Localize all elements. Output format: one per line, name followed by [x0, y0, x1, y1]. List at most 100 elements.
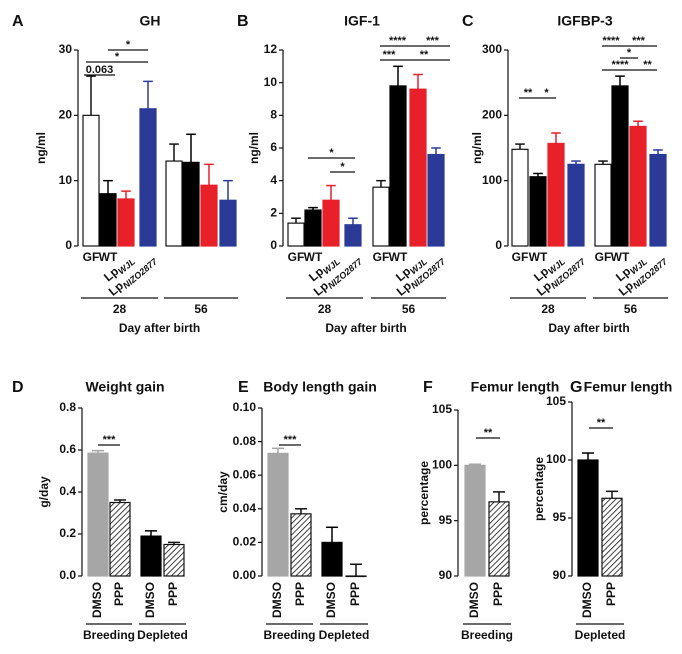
bar	[629, 125, 647, 247]
y-tick-label: 12	[264, 42, 278, 56]
y-tick-label: 4	[270, 173, 277, 187]
error-bar	[598, 160, 608, 165]
significance-label: *	[544, 87, 549, 99]
bar	[409, 88, 427, 247]
bar	[464, 464, 486, 577]
panel-title: Body length gain	[263, 379, 377, 395]
group-label: 28	[318, 302, 332, 316]
y-tick-label: 95	[439, 513, 453, 527]
category-label: GF	[83, 250, 100, 264]
category-label: WT	[99, 250, 118, 264]
error-bar	[551, 132, 561, 144]
bar	[163, 543, 185, 577]
significance-label: *	[329, 147, 334, 159]
bar	[594, 163, 612, 247]
significance-label: **	[524, 87, 533, 99]
bar	[345, 575, 367, 578]
significance-label: ****	[611, 59, 629, 71]
group-label: 28	[113, 302, 127, 316]
group-label: 56	[194, 302, 208, 316]
significance-label: ****	[389, 35, 407, 47]
y-axis-label: ng/ml	[247, 132, 261, 164]
bar	[99, 193, 117, 247]
group-label: Breeding	[263, 628, 315, 642]
error-bar	[582, 452, 594, 460]
y-tick-label: 100	[482, 173, 502, 187]
bar	[389, 85, 407, 247]
panel-letter: C	[462, 13, 474, 30]
error-bar	[291, 217, 301, 224]
category-label: DMSO	[270, 582, 284, 618]
panel-title: Weight gain	[85, 379, 164, 395]
bar	[182, 161, 200, 247]
significance-label: *	[126, 39, 131, 51]
y-tick-label: 20	[59, 108, 73, 122]
y-axis-label: ng/ml	[34, 132, 48, 164]
bar	[140, 535, 162, 577]
category-label: PPP	[604, 582, 618, 606]
panel-title: IGF-1	[344, 13, 380, 29]
category-label: DMSO	[90, 582, 104, 618]
bar	[290, 513, 312, 577]
y-tick-label: 0.10	[233, 400, 257, 414]
y-tick-label: 6	[270, 140, 277, 154]
error-bar	[168, 541, 180, 545]
category-label: PPP	[293, 582, 307, 606]
bar	[200, 184, 218, 247]
group-label: 28	[541, 302, 555, 316]
error-bar	[376, 179, 386, 188]
y-tick-label: 8	[270, 108, 277, 122]
y-tick-label: 300	[482, 42, 502, 56]
error-bar	[223, 179, 233, 201]
error-bar	[143, 80, 153, 109]
bar	[287, 222, 305, 247]
y-tick-label: 0.04	[233, 501, 257, 515]
error-bar	[272, 447, 284, 454]
y-axis-label: g/day	[37, 476, 51, 508]
group-label: Depleted	[575, 628, 626, 642]
error-bar	[348, 217, 358, 225]
panel-letter: A	[12, 13, 24, 30]
y-tick-label: 0.00	[233, 568, 257, 582]
x-axis-label: Day after birth	[119, 321, 200, 335]
y-tick-label: 105	[546, 394, 566, 408]
error-bar	[615, 75, 625, 86]
significance-label: ***	[284, 434, 298, 446]
category-label: DMSO	[580, 582, 594, 618]
significance-label: ***	[632, 35, 646, 47]
panel-letter: G	[570, 379, 582, 396]
bar	[304, 209, 322, 247]
y-tick-label: 0	[65, 238, 72, 252]
error-bar	[571, 160, 581, 165]
y-tick-label: 0.02	[233, 535, 257, 549]
bar	[344, 224, 362, 247]
y-tick-label: 90	[439, 568, 453, 582]
y-tick-label: 105	[432, 402, 452, 416]
bar	[87, 452, 109, 577]
y-tick-label: 0	[495, 238, 502, 252]
error-bar	[121, 190, 131, 199]
y-axis-label: ng/ml	[470, 132, 484, 164]
category-label: GF	[512, 250, 529, 264]
significance-label: **	[484, 427, 493, 439]
bar	[427, 153, 445, 247]
bar	[577, 459, 599, 577]
y-tick-label: 0.2	[59, 526, 76, 540]
error-bar	[350, 563, 362, 576]
significance-label: *	[340, 161, 345, 173]
category-label: DMSO	[143, 582, 157, 618]
y-tick-label: 2	[270, 206, 277, 220]
bar	[511, 148, 529, 247]
x-axis-label: Day after birth	[325, 321, 406, 335]
error-bar	[653, 149, 663, 155]
y-tick-label: 0.08	[233, 434, 257, 448]
y-tick-label: 0	[270, 238, 277, 252]
category-label: GF	[595, 250, 612, 264]
error-bar	[469, 463, 481, 466]
bar	[547, 142, 565, 247]
bar	[529, 176, 547, 247]
error-bar	[326, 526, 338, 543]
error-bar	[169, 143, 179, 162]
error-bar	[606, 490, 618, 499]
bar	[109, 501, 131, 577]
